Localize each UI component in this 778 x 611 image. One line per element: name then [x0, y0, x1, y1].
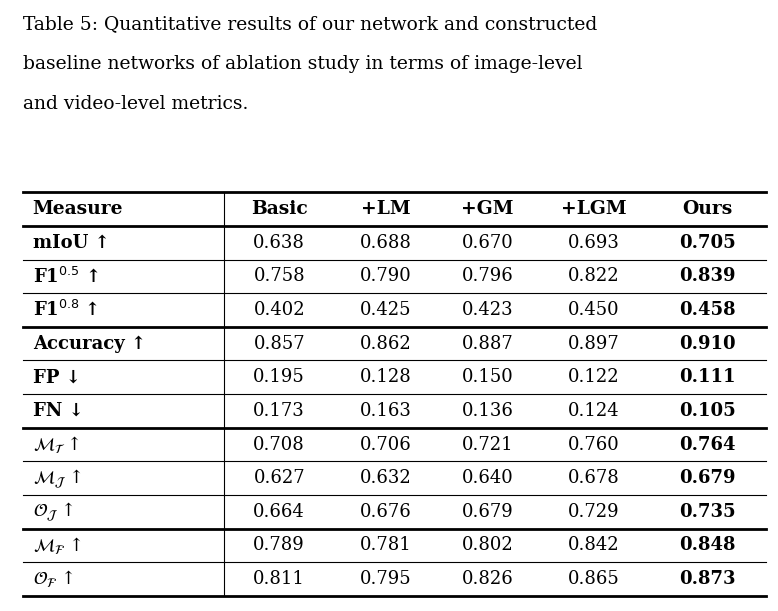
Text: 0.128: 0.128 [359, 368, 412, 386]
Text: 0.638: 0.638 [254, 234, 305, 252]
Text: FN ↓: FN ↓ [33, 402, 83, 420]
Text: $\mathcal{M}_{\mathcal{J}}$ ↑: $\mathcal{M}_{\mathcal{J}}$ ↑ [33, 467, 81, 489]
Text: 0.679: 0.679 [679, 469, 736, 487]
Text: 0.873: 0.873 [679, 570, 736, 588]
Text: baseline networks of ablation study in terms of image-level: baseline networks of ablation study in t… [23, 55, 583, 73]
Text: 0.848: 0.848 [679, 536, 736, 554]
Text: $\mathcal{M}_{\mathcal{T}}$ ↑: $\mathcal{M}_{\mathcal{T}}$ ↑ [33, 434, 79, 455]
Text: 0.163: 0.163 [359, 402, 412, 420]
Text: +LM: +LM [360, 200, 410, 218]
Text: 0.111: 0.111 [679, 368, 736, 386]
Text: 0.688: 0.688 [359, 234, 412, 252]
Text: 0.721: 0.721 [462, 436, 513, 453]
Text: 0.136: 0.136 [462, 402, 513, 420]
Text: 0.764: 0.764 [679, 436, 736, 453]
Text: $\mathcal{O}_{\mathcal{F}}$ ↑: $\mathcal{O}_{\mathcal{F}}$ ↑ [33, 568, 74, 590]
Text: +GM: +GM [461, 200, 514, 218]
Text: Ours: Ours [682, 200, 733, 218]
Text: 0.760: 0.760 [568, 436, 620, 453]
Text: 0.676: 0.676 [359, 503, 412, 521]
Text: 0.693: 0.693 [568, 234, 620, 252]
Text: $\mathcal{O}_{\mathcal{J}}$ ↑: $\mathcal{O}_{\mathcal{J}}$ ↑ [33, 500, 73, 523]
Text: 0.887: 0.887 [462, 335, 513, 353]
Text: 0.897: 0.897 [568, 335, 620, 353]
Text: 0.122: 0.122 [568, 368, 619, 386]
Text: 0.842: 0.842 [568, 536, 619, 554]
Text: 0.450: 0.450 [568, 301, 619, 319]
Text: 0.839: 0.839 [679, 268, 736, 285]
Text: 0.781: 0.781 [359, 536, 412, 554]
Text: 0.826: 0.826 [462, 570, 513, 588]
Text: 0.124: 0.124 [568, 402, 619, 420]
Text: 0.458: 0.458 [679, 301, 736, 319]
Text: 0.706: 0.706 [359, 436, 412, 453]
Text: 0.865: 0.865 [568, 570, 620, 588]
Text: 0.423: 0.423 [462, 301, 513, 319]
Text: Measure: Measure [33, 200, 123, 218]
Text: 0.173: 0.173 [254, 402, 305, 420]
Text: F1$^{0.5}$ ↑: F1$^{0.5}$ ↑ [33, 266, 98, 287]
Text: 0.795: 0.795 [359, 570, 411, 588]
Text: $\mathcal{M}_{\mathcal{F}}$ ↑: $\mathcal{M}_{\mathcal{F}}$ ↑ [33, 535, 82, 556]
Text: 0.822: 0.822 [568, 268, 619, 285]
Text: 0.670: 0.670 [462, 234, 513, 252]
Text: 0.708: 0.708 [254, 436, 305, 453]
Text: 0.627: 0.627 [254, 469, 305, 487]
Text: 0.678: 0.678 [568, 469, 620, 487]
Text: 0.857: 0.857 [254, 335, 305, 353]
Text: 0.679: 0.679 [462, 503, 513, 521]
Text: Basic: Basic [251, 200, 307, 218]
Text: 0.789: 0.789 [254, 536, 305, 554]
Text: and video-level metrics.: and video-level metrics. [23, 95, 249, 112]
Text: 0.150: 0.150 [462, 368, 513, 386]
Text: 0.402: 0.402 [254, 301, 305, 319]
Text: 0.802: 0.802 [462, 536, 513, 554]
Text: +LGM: +LGM [561, 200, 626, 218]
Text: 0.811: 0.811 [254, 570, 305, 588]
Text: 0.796: 0.796 [462, 268, 513, 285]
Text: 0.105: 0.105 [679, 402, 736, 420]
Text: 0.705: 0.705 [679, 234, 736, 252]
Text: 0.790: 0.790 [359, 268, 412, 285]
Text: mIoU ↑: mIoU ↑ [33, 234, 110, 252]
Text: 0.195: 0.195 [254, 368, 305, 386]
Text: F1$^{0.8}$ ↑: F1$^{0.8}$ ↑ [33, 300, 98, 320]
Text: 0.862: 0.862 [359, 335, 412, 353]
Text: 0.425: 0.425 [359, 301, 411, 319]
Text: Table 5: Quantitative results of our network and constructed: Table 5: Quantitative results of our net… [23, 15, 598, 33]
Text: FP ↓: FP ↓ [33, 368, 81, 386]
Text: 0.664: 0.664 [254, 503, 305, 521]
Text: 0.735: 0.735 [679, 503, 736, 521]
Text: 0.729: 0.729 [568, 503, 619, 521]
Text: 0.758: 0.758 [254, 268, 305, 285]
Text: 0.640: 0.640 [462, 469, 513, 487]
Text: Accuracy ↑: Accuracy ↑ [33, 335, 145, 353]
Text: 0.632: 0.632 [359, 469, 412, 487]
Text: 0.910: 0.910 [679, 335, 736, 353]
